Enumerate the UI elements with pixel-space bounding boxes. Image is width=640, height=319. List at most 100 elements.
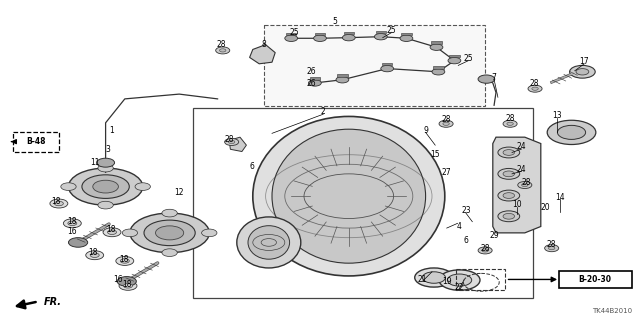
Circle shape — [117, 277, 136, 286]
Text: 13: 13 — [552, 111, 562, 120]
Text: 24: 24 — [516, 142, 527, 151]
Circle shape — [439, 120, 453, 127]
Text: 28: 28 — [481, 244, 490, 253]
Circle shape — [498, 147, 520, 158]
Circle shape — [503, 193, 515, 198]
Circle shape — [156, 226, 184, 240]
Circle shape — [135, 183, 150, 190]
Text: 18: 18 — [119, 255, 128, 263]
Text: 3: 3 — [105, 145, 110, 154]
Circle shape — [503, 171, 515, 177]
Text: 8: 8 — [261, 40, 266, 48]
Circle shape — [447, 274, 472, 286]
Text: 24: 24 — [516, 165, 527, 174]
Circle shape — [93, 180, 118, 193]
Bar — [337, 74, 348, 77]
Text: 15: 15 — [430, 150, 440, 159]
FancyBboxPatch shape — [13, 132, 59, 152]
Bar — [286, 33, 296, 35]
Circle shape — [225, 138, 239, 145]
Circle shape — [68, 168, 143, 205]
Circle shape — [478, 247, 492, 254]
Circle shape — [98, 201, 113, 209]
Circle shape — [374, 33, 387, 40]
Ellipse shape — [248, 226, 290, 259]
Text: 16: 16 — [67, 227, 77, 236]
Text: 28: 28 — [442, 115, 451, 124]
Text: 4: 4 — [457, 222, 462, 231]
Ellipse shape — [253, 116, 445, 276]
Text: 10: 10 — [512, 200, 522, 209]
Circle shape — [400, 35, 413, 41]
Bar — [315, 33, 325, 35]
Circle shape — [518, 182, 532, 189]
Circle shape — [432, 69, 445, 75]
Text: 22: 22 — [454, 283, 463, 292]
Text: 26: 26 — [307, 79, 317, 88]
Text: 2: 2 — [321, 107, 326, 116]
Text: 17: 17 — [579, 57, 589, 66]
Text: 21: 21 — [418, 275, 427, 284]
Circle shape — [522, 183, 528, 187]
Circle shape — [103, 228, 121, 237]
Bar — [376, 31, 386, 33]
Text: FR.: FR. — [44, 297, 61, 308]
Text: 7: 7 — [492, 73, 497, 82]
Text: 18: 18 — [67, 217, 76, 226]
Text: 29: 29 — [490, 231, 500, 240]
Circle shape — [545, 245, 559, 252]
Text: 28: 28 — [530, 79, 539, 88]
Text: 28: 28 — [216, 40, 225, 49]
Circle shape — [97, 158, 115, 167]
Circle shape — [68, 238, 88, 247]
Bar — [401, 33, 412, 35]
Circle shape — [557, 125, 586, 139]
Circle shape — [532, 87, 538, 90]
Bar — [344, 32, 354, 34]
Text: 19: 19 — [442, 277, 452, 286]
Circle shape — [61, 183, 76, 190]
Circle shape — [90, 253, 99, 257]
Text: 28: 28 — [506, 114, 515, 123]
Circle shape — [220, 49, 226, 52]
Circle shape — [130, 213, 209, 253]
Circle shape — [336, 77, 349, 83]
Circle shape — [498, 211, 520, 222]
Text: 11: 11 — [90, 158, 99, 167]
Bar — [310, 77, 320, 80]
Bar — [431, 41, 442, 44]
Text: 1: 1 — [109, 126, 114, 135]
Circle shape — [308, 80, 321, 86]
Circle shape — [422, 272, 445, 283]
Circle shape — [443, 122, 449, 125]
Text: 12: 12 — [175, 189, 184, 197]
Circle shape — [68, 221, 77, 226]
Text: 16: 16 — [113, 275, 124, 284]
Circle shape — [124, 284, 132, 288]
Circle shape — [314, 35, 326, 41]
Text: B-20-30: B-20-30 — [579, 275, 612, 284]
FancyBboxPatch shape — [559, 271, 632, 288]
Text: 28: 28 — [225, 135, 234, 144]
Circle shape — [570, 65, 595, 78]
Circle shape — [547, 120, 596, 145]
Polygon shape — [250, 45, 275, 64]
Circle shape — [342, 34, 355, 41]
Circle shape — [478, 75, 495, 83]
Text: TK44B2010: TK44B2010 — [592, 308, 632, 314]
Circle shape — [202, 229, 217, 237]
Circle shape — [120, 259, 129, 263]
Circle shape — [548, 247, 555, 250]
Text: 28: 28 — [547, 241, 556, 249]
Text: 9: 9 — [423, 126, 428, 135]
Circle shape — [448, 57, 461, 64]
Bar — [382, 63, 392, 65]
Circle shape — [162, 209, 177, 217]
Circle shape — [86, 251, 104, 260]
Circle shape — [98, 164, 113, 172]
Circle shape — [82, 175, 129, 198]
Text: 5: 5 — [332, 17, 337, 26]
Circle shape — [285, 35, 298, 41]
Circle shape — [381, 65, 394, 72]
Circle shape — [162, 249, 177, 256]
